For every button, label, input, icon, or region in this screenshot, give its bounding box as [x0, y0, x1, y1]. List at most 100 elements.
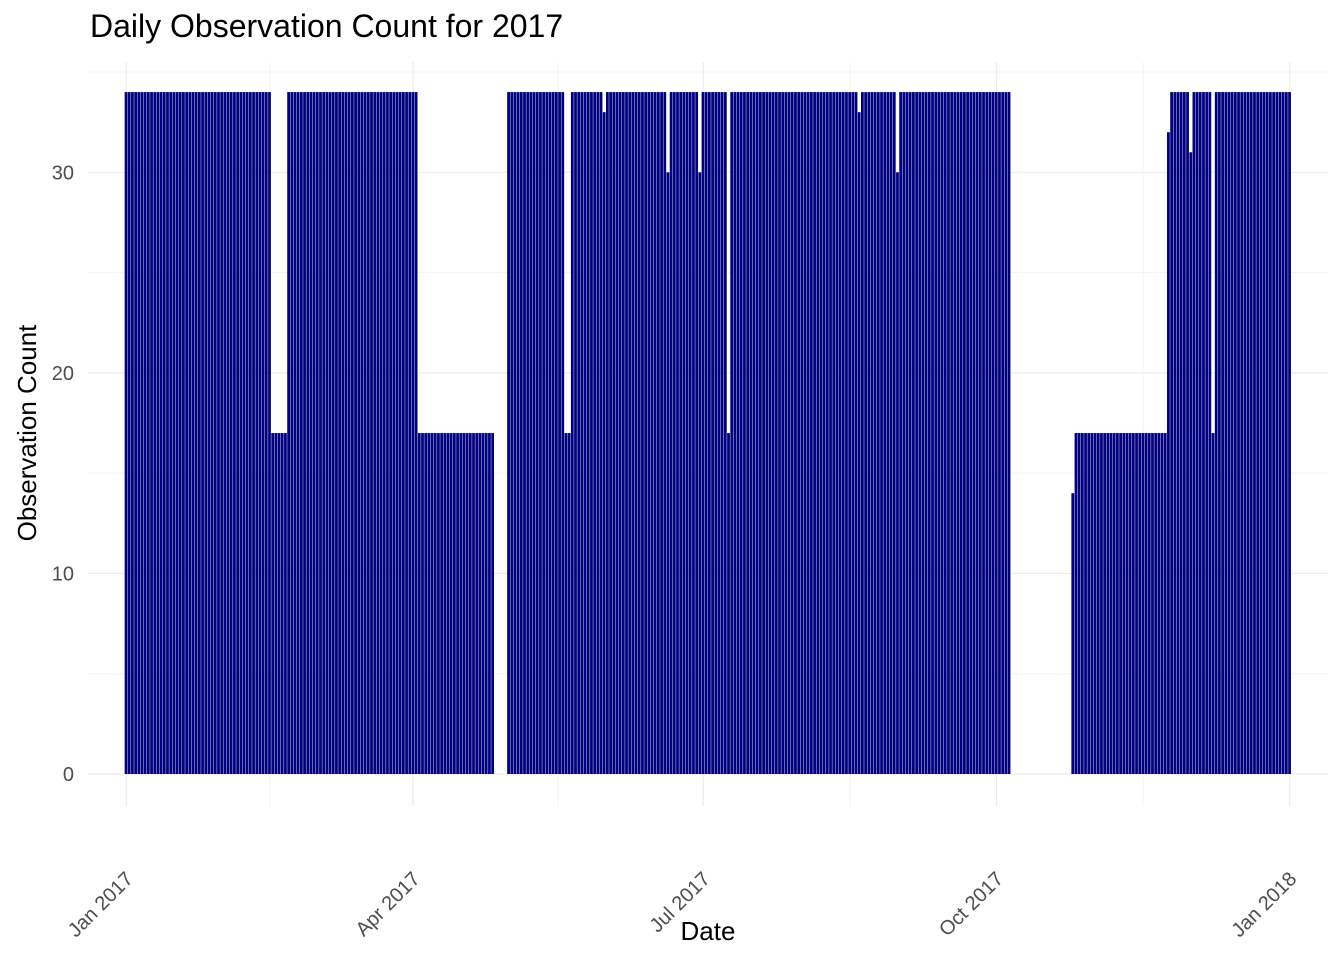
bar [956, 92, 960, 774]
bar [1237, 92, 1240, 774]
bar [1240, 92, 1244, 774]
bar [248, 92, 252, 774]
bar [1100, 433, 1103, 774]
bar [1087, 433, 1091, 774]
bar [759, 92, 762, 774]
bar [704, 92, 708, 774]
bar [398, 92, 402, 774]
bar [325, 92, 329, 774]
bar [787, 92, 791, 774]
bar [1096, 433, 1100, 774]
bar [335, 92, 338, 774]
bar [593, 92, 597, 774]
bar [1259, 92, 1263, 774]
bar [736, 92, 740, 774]
bar [468, 433, 472, 774]
bar [484, 433, 488, 774]
bar [245, 92, 249, 774]
bar [841, 92, 845, 774]
bar [443, 433, 447, 774]
bar [156, 92, 160, 774]
bar [743, 92, 746, 774]
bar [994, 92, 998, 774]
bar [134, 92, 138, 774]
bar [765, 92, 769, 774]
bar [966, 92, 969, 774]
bar [465, 433, 469, 774]
bar [570, 92, 574, 774]
bar [829, 92, 832, 774]
bar [580, 92, 584, 774]
bar [972, 92, 976, 774]
bar [220, 92, 224, 774]
bar [210, 92, 214, 774]
bar [755, 92, 759, 774]
bar [1272, 92, 1276, 774]
bar [153, 92, 157, 774]
bar [143, 92, 147, 774]
bar [644, 92, 648, 774]
bar [931, 92, 934, 774]
bar [1198, 92, 1202, 774]
bar [185, 92, 189, 774]
bar [417, 433, 421, 774]
bar [663, 92, 667, 774]
x-tick-label: Oct 2017 [935, 868, 1008, 941]
bar [551, 92, 555, 774]
bar [456, 433, 459, 774]
bar [197, 92, 201, 774]
bar [682, 92, 686, 774]
bar [947, 92, 950, 774]
bar [299, 92, 303, 774]
bar [1249, 92, 1253, 774]
bar [1284, 92, 1288, 774]
bar [988, 92, 992, 774]
bar [969, 92, 973, 774]
bar [730, 92, 734, 774]
bar [1170, 92, 1173, 774]
bar [414, 92, 418, 774]
bar [892, 92, 896, 774]
bar [848, 92, 852, 774]
bar [816, 92, 820, 774]
bar [561, 92, 565, 774]
bar [1205, 92, 1209, 774]
bar [711, 92, 714, 774]
y-axis-title: Observation Count [12, 324, 42, 542]
y-tick-label: 0 [63, 764, 74, 786]
bar [312, 92, 316, 774]
bar [459, 433, 463, 774]
bar [647, 92, 651, 774]
bar [350, 92, 354, 774]
bar [1074, 433, 1078, 774]
bar [857, 112, 861, 774]
bar [1269, 92, 1272, 774]
bar [733, 92, 737, 774]
bar [268, 92, 271, 774]
bar [303, 92, 306, 774]
bar [889, 92, 893, 774]
bar [991, 92, 995, 774]
bar [698, 172, 702, 774]
bar [778, 92, 781, 774]
bar [478, 433, 482, 774]
bar [226, 92, 230, 774]
bar [523, 92, 526, 774]
bar [255, 92, 259, 774]
bar [532, 92, 536, 774]
bar [975, 92, 979, 774]
bar [1256, 92, 1260, 774]
bar [637, 92, 641, 774]
bar [449, 433, 453, 774]
bar [376, 92, 380, 774]
bar [421, 433, 424, 774]
bar [806, 92, 810, 774]
bar [666, 172, 670, 774]
bar [803, 92, 807, 774]
bar [912, 92, 915, 774]
bar [491, 433, 495, 774]
bar [692, 92, 695, 774]
bar [679, 92, 683, 774]
bar [641, 92, 644, 774]
bar [284, 433, 287, 774]
